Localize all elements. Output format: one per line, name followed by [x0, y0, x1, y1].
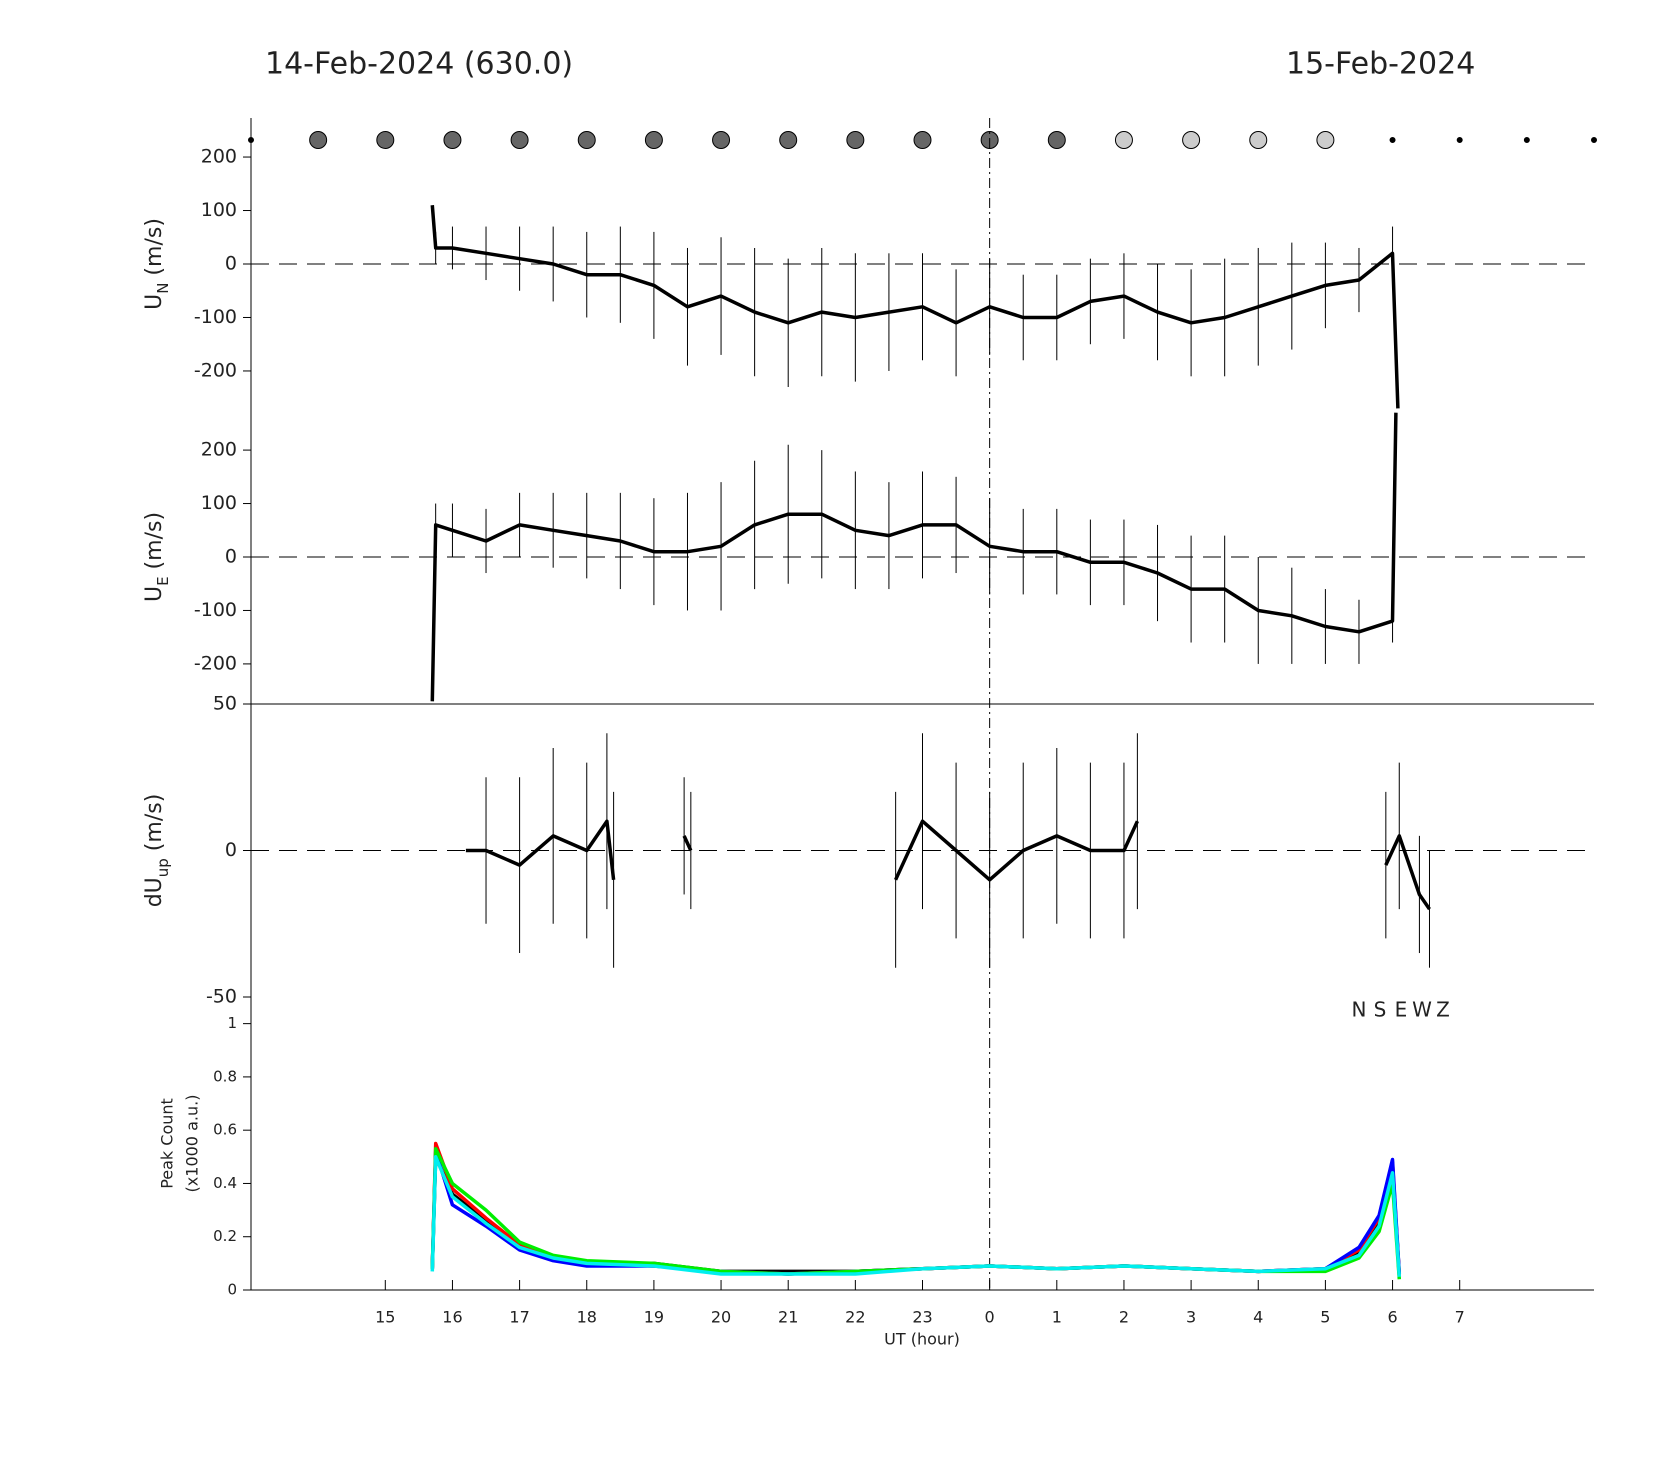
y-tick-label: 0.8 [213, 1067, 237, 1085]
y-tick-label: 0.4 [213, 1174, 237, 1192]
y-tick-label: 0.2 [213, 1227, 237, 1245]
y-label-unit: (m/s) [142, 218, 167, 275]
y-label-unit: (m/s) [142, 794, 167, 851]
y-tick-label: 1 [227, 1014, 237, 1032]
sky-marker [1047, 131, 1066, 149]
y-tick-label: 100 [201, 492, 237, 514]
y-tick-label: 200 [201, 439, 237, 461]
sky-marker [443, 131, 462, 149]
y-label-space [142, 276, 167, 283]
y-axis-label: UE (m/s) [142, 512, 172, 602]
sky-marker [376, 131, 395, 149]
sky-marker [1182, 131, 1201, 149]
data-line [430, 1155, 1402, 1277]
sky-marker [1591, 137, 1597, 143]
y-tick-label: -100 [194, 306, 237, 328]
x-tick-label: 17 [509, 1308, 529, 1327]
sky-marker [644, 131, 663, 149]
sky-marker [1389, 137, 1396, 143]
data-line [430, 1155, 1402, 1275]
panel [430, 205, 1400, 409]
y-axis-label: dUup (m/s) [142, 794, 172, 908]
x-tick-label: 5 [1320, 1308, 1330, 1327]
y-tick-label: 100 [201, 199, 237, 221]
sky-marker [1456, 137, 1463, 143]
y-tick-label: 0.6 [213, 1121, 237, 1139]
y-tick-label: 0 [225, 546, 237, 568]
x-tick-label: 20 [711, 1308, 731, 1327]
x-tick-label: 23 [912, 1308, 932, 1327]
x-tick-label: 3 [1186, 1308, 1196, 1327]
y-axis-label-unit: (x1000 a.u.) [183, 1095, 202, 1193]
sky-marker [309, 131, 328, 149]
x-tick-label: 2 [1119, 1308, 1129, 1327]
y-axis-label: Peak Count [158, 1098, 177, 1189]
y-label-sub: up [154, 858, 172, 877]
y-label-sub: N [154, 283, 172, 294]
x-axis-label: UT (hour) [884, 1330, 960, 1349]
sky-marker [1523, 137, 1530, 143]
legend-entry: W [1412, 998, 1432, 1022]
sky-marker [779, 131, 798, 149]
sky-marker [1249, 131, 1268, 149]
y-tick-label: 200 [201, 146, 237, 168]
y-axis-label: UN (m/s) [142, 218, 172, 310]
legend-entry: S [1374, 998, 1387, 1022]
panel [430, 412, 1398, 702]
data-line [465, 819, 1431, 911]
sky-marker [846, 131, 865, 149]
y-label-space [142, 569, 167, 576]
y-label-sub: E [154, 576, 172, 585]
sky-marker [913, 131, 932, 149]
y-label-space [142, 851, 167, 858]
sky-marker [712, 131, 731, 149]
x-tick-label: 6 [1387, 1308, 1397, 1327]
chart-title: 14-Feb-2024 (630.0) [265, 47, 573, 82]
x-tick-label: 1 [1052, 1308, 1062, 1327]
y-label-main: U [142, 586, 167, 602]
legend-entry: E [1395, 998, 1408, 1022]
x-tick-label: 19 [644, 1308, 664, 1327]
x-tick-label: 7 [1455, 1308, 1465, 1327]
y-tick-label: 50 [213, 693, 237, 715]
y-tick-label: -50 [206, 986, 237, 1008]
y-tick-label: -100 [194, 599, 237, 621]
data-line [430, 1147, 1402, 1280]
legend-entry: N [1352, 998, 1367, 1022]
x-tick-label: 16 [442, 1308, 462, 1327]
data-line [430, 412, 1398, 702]
chart-title-right: 15-Feb-2024 [1286, 47, 1475, 82]
data-line [430, 205, 1400, 409]
sky-marker [1316, 131, 1335, 149]
x-tick-label: 21 [778, 1308, 798, 1327]
sky-marker [510, 131, 529, 149]
y-label-main: dU [142, 877, 167, 907]
x-tick-label: 4 [1253, 1308, 1263, 1327]
y-label-main: U [142, 294, 167, 310]
sky-marker [248, 137, 254, 143]
y-tick-label: -200 [194, 652, 237, 674]
y-tick-label: 0 [225, 253, 237, 275]
y-tick-label: -200 [194, 359, 237, 381]
y-tick-label: 0 [227, 1281, 237, 1299]
y-tick-label: 0 [225, 839, 237, 861]
legend-entry: Z [1436, 998, 1450, 1022]
x-tick-label: 18 [577, 1308, 597, 1327]
data-line [430, 1141, 1402, 1277]
panel [430, 1141, 1402, 1280]
data-line [430, 1149, 1402, 1276]
x-tick-label: 0 [985, 1308, 995, 1327]
sky-marker [1114, 131, 1133, 149]
x-tick-label: 22 [845, 1308, 865, 1327]
sky-marker [577, 131, 596, 149]
panel [465, 733, 1431, 968]
x-tick-label: 15 [375, 1308, 395, 1327]
y-label-unit: (m/s) [142, 512, 167, 569]
